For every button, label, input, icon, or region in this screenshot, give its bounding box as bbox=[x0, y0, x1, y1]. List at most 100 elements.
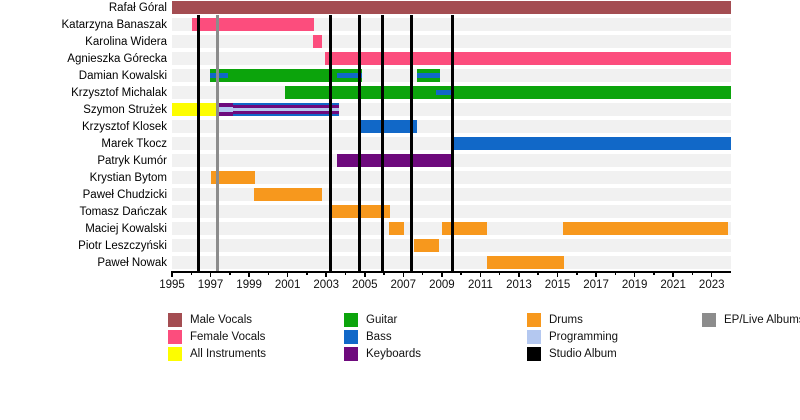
bass-legend-swatch bbox=[344, 330, 358, 344]
role-stripe bbox=[232, 108, 339, 111]
axis-tick bbox=[286, 271, 289, 277]
axis-tick-label: 2007 bbox=[390, 279, 417, 291]
axis-tick-label: 2001 bbox=[274, 279, 301, 291]
legend-item: Bass bbox=[344, 330, 514, 344]
member-label: Marek Tkocz bbox=[101, 137, 167, 150]
member-bar bbox=[210, 171, 255, 184]
axis-tick bbox=[402, 271, 405, 277]
legend-item: Female Vocals bbox=[168, 330, 338, 344]
member-label: Paweł Chudzicki bbox=[82, 188, 167, 201]
member-label: Tomasz Dańczak bbox=[79, 205, 167, 218]
member-bar bbox=[209, 69, 362, 82]
axis-tick bbox=[325, 271, 327, 277]
member-bar bbox=[452, 137, 731, 150]
studio-album-line bbox=[410, 15, 414, 271]
axis-tick-label: 2009 bbox=[429, 279, 455, 291]
member-bar bbox=[172, 103, 219, 116]
axis-tick bbox=[441, 271, 443, 277]
axis-tick bbox=[653, 271, 655, 275]
member-bar bbox=[336, 154, 453, 167]
member-label: Damian Kowalski bbox=[78, 69, 167, 82]
member-bar bbox=[172, 1, 731, 14]
member-bar bbox=[253, 188, 323, 201]
timeline-plot-area: Rafał Góral Katarzyna Banaszak Karolina Wi… bbox=[61, 1, 731, 291]
axis-tick bbox=[576, 271, 578, 275]
member-label: Rafał Góral bbox=[108, 1, 167, 14]
guitar-legend-swatch bbox=[344, 313, 358, 327]
legend-item: Studio Album bbox=[527, 347, 697, 361]
axis-tick-label: 2013 bbox=[506, 279, 532, 291]
programming-legend-swatch bbox=[527, 330, 541, 344]
axis-tick bbox=[306, 271, 308, 275]
member-bar bbox=[441, 222, 488, 235]
legend-item: Keyboards bbox=[344, 347, 514, 361]
axis-tick bbox=[691, 271, 694, 275]
axis-tick bbox=[364, 271, 366, 277]
ep-live-albums-legend-swatch bbox=[702, 313, 716, 327]
keyboards-legend-swatch bbox=[344, 347, 358, 361]
legend-item: Male Vocals bbox=[168, 313, 338, 327]
member-bar bbox=[312, 35, 323, 48]
legend-label: Keyboards bbox=[366, 348, 421, 360]
legend-label: Studio Album bbox=[549, 348, 617, 360]
legend-item: All Instruments bbox=[168, 347, 338, 361]
legend-label: Drums bbox=[549, 314, 583, 326]
axis-tick-label: 2019 bbox=[621, 279, 648, 291]
member-bar bbox=[563, 222, 729, 235]
axis-tick bbox=[537, 271, 539, 275]
axis-tick bbox=[344, 271, 347, 275]
member-bar bbox=[325, 52, 731, 65]
legend-label: Bass bbox=[366, 331, 392, 343]
legend-item: EP/Live Albums bbox=[702, 313, 800, 327]
member-label: Karolina Widera bbox=[85, 35, 167, 48]
axis-tick-label: 1995 bbox=[159, 279, 185, 291]
axis-tick-label: 2011 bbox=[468, 279, 493, 291]
studio-album-legend-swatch bbox=[527, 347, 541, 361]
axis-tick bbox=[498, 271, 501, 275]
legend-label: Guitar bbox=[366, 314, 398, 326]
member-label: Krzysztof Michalak bbox=[71, 86, 167, 99]
axis-tick bbox=[672, 271, 674, 277]
axis-tick bbox=[190, 271, 193, 275]
axis-tick bbox=[614, 271, 617, 275]
studio-album-line bbox=[450, 15, 454, 271]
legend-item: Programming bbox=[527, 330, 697, 344]
axis-tick bbox=[383, 271, 385, 275]
legend-label: Female Vocals bbox=[190, 331, 266, 343]
axis-tick bbox=[460, 271, 462, 275]
member-bar bbox=[284, 86, 731, 99]
member-label: Paweł Nowak bbox=[97, 256, 167, 269]
female-vocals-legend-swatch bbox=[168, 330, 182, 344]
axis-tick bbox=[171, 271, 173, 277]
axis-tick-label: 2017 bbox=[583, 279, 609, 291]
axis-tick-label: 2005 bbox=[351, 279, 378, 291]
axis-tick-label: 2023 bbox=[698, 279, 725, 291]
member-label: Krystian Bytom bbox=[89, 171, 167, 184]
member-bar bbox=[388, 222, 405, 235]
member-label: Katarzyna Banaszak bbox=[61, 18, 167, 31]
axis-tick bbox=[479, 271, 482, 277]
legend-label: Male Vocals bbox=[190, 314, 253, 326]
drums-legend-swatch bbox=[527, 313, 541, 327]
axis-tick-label: 2021 bbox=[660, 279, 686, 291]
axis-tick bbox=[209, 271, 212, 277]
role-stripe bbox=[336, 73, 362, 78]
legend-label: All Instruments bbox=[190, 348, 267, 360]
legend: Male Vocals Female Vocals All Instruments G… bbox=[0, 305, 800, 375]
axis-tick-label: 2015 bbox=[544, 279, 571, 291]
member-bar bbox=[487, 256, 565, 269]
x-axis-line bbox=[172, 271, 731, 273]
axis-tick-label: 1999 bbox=[236, 279, 262, 291]
axis-tick bbox=[229, 271, 231, 275]
axis-tick-label: 1997 bbox=[197, 279, 224, 291]
male-vocals-legend-swatch bbox=[168, 313, 182, 327]
member-bar bbox=[192, 18, 314, 31]
ep-live-album-line bbox=[215, 15, 219, 271]
axis-tick bbox=[633, 271, 636, 277]
axis-tick bbox=[421, 271, 424, 275]
axis-tick bbox=[710, 271, 713, 277]
studio-album-line bbox=[328, 15, 332, 271]
member-label: Agnieszka Górecka bbox=[67, 52, 167, 65]
studio-album-line bbox=[197, 15, 201, 271]
